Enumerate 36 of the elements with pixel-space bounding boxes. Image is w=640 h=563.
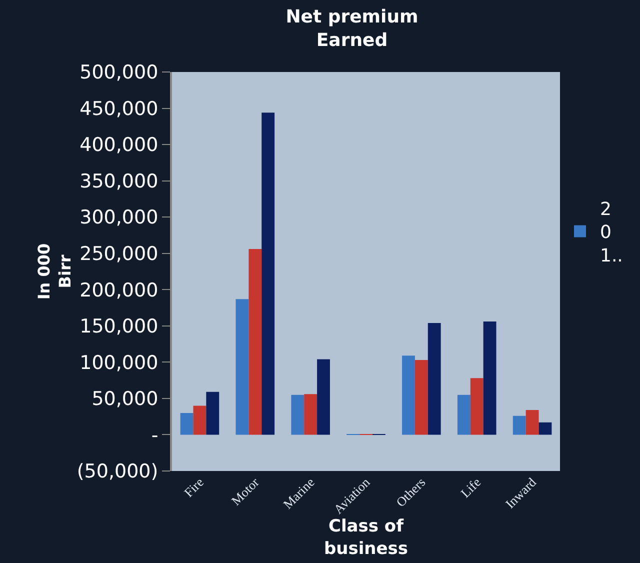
- bar: [483, 322, 496, 435]
- y-tick-label: 150,000: [80, 316, 158, 338]
- y-tick-label: 500,000: [80, 62, 158, 84]
- bar: [248, 249, 262, 435]
- bar: [526, 410, 539, 435]
- y-tick-label: -: [151, 424, 158, 446]
- bar: [206, 392, 220, 435]
- bar: [193, 406, 206, 435]
- y-tick-label: 300,000: [80, 206, 158, 229]
- bar: [180, 412, 194, 435]
- bar: [291, 394, 304, 435]
- y-tick-label: 450,000: [80, 98, 158, 120]
- y-tick-label: 100,000: [80, 352, 158, 374]
- y-tick-label: 400,000: [80, 134, 158, 156]
- chart-title: Net premium Earned: [286, 6, 418, 51]
- bar: [262, 112, 275, 435]
- bar: [236, 299, 249, 435]
- bar: [317, 359, 330, 435]
- bar: [304, 394, 318, 435]
- bar: [457, 394, 470, 435]
- bar: [428, 323, 441, 435]
- bar: [470, 378, 484, 435]
- y-tick-label: 250,000: [80, 243, 158, 266]
- y-tick-label: 350,000: [80, 170, 158, 192]
- bar: [414, 360, 428, 435]
- x-tick-label: Life: [458, 474, 484, 501]
- y-tick-label: 50,000: [92, 388, 158, 410]
- y-tick-label: 200,000: [80, 279, 158, 302]
- bar: [402, 356, 415, 435]
- y-tick-label: (50,000): [76, 460, 158, 483]
- x-axis-title: Class of business: [324, 516, 408, 559]
- x-tick-label: Fire: [181, 474, 207, 500]
- bar: [512, 416, 526, 435]
- y-axis-title: In 000 Birr: [34, 243, 74, 300]
- legend-label: 2 0 1..: [600, 198, 623, 267]
- bar: [538, 422, 552, 435]
